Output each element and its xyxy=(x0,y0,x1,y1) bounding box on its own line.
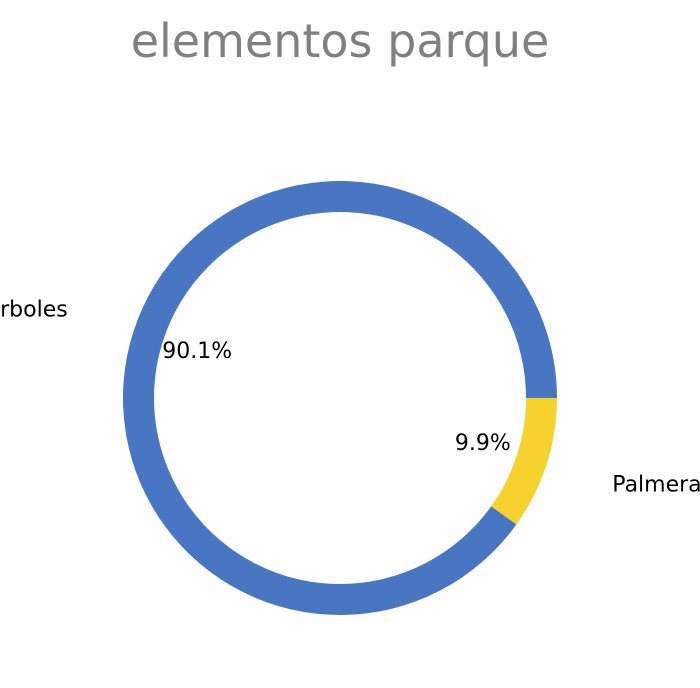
slice-palmeras xyxy=(491,398,557,525)
pct-label-arboles: 90.1% xyxy=(162,339,232,364)
chart-title: elementos parque xyxy=(131,14,550,68)
slice-label-arboles: Arboles xyxy=(0,298,68,323)
pct-label-palmeras: 9.9% xyxy=(455,431,511,456)
labels: Palmeras 9.9% Arboles 90.1% xyxy=(0,298,700,498)
slice-arboles xyxy=(123,181,558,616)
slice-label-palmeras: Palmeras xyxy=(612,473,700,498)
slices xyxy=(123,181,558,616)
